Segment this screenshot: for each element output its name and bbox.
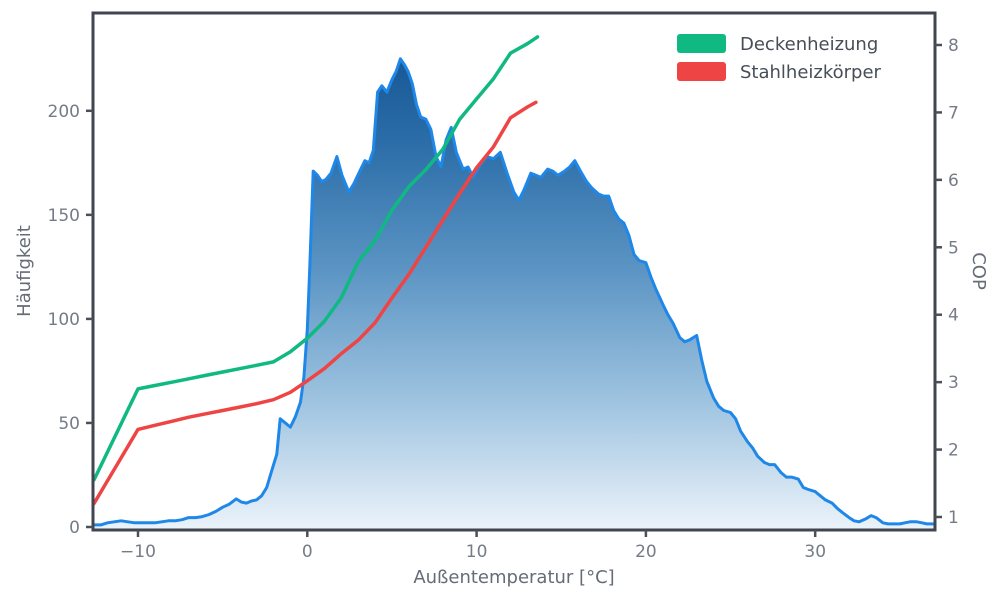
- stahlheizkoerper-cop-line: [93, 100, 538, 506]
- frequency-curve: [93, 57, 935, 527]
- x-tick-label: 0: [302, 542, 313, 562]
- x-tick-label: 20: [635, 542, 657, 562]
- legend-label-deckenheizung: Deckenheizung: [740, 34, 878, 55]
- legend-swatch-stahlheizkoerper: [677, 62, 726, 81]
- legend-swatch-deckenheizung: [677, 34, 726, 53]
- right-tick-label: 7: [948, 103, 959, 123]
- right-y-axis-label: COP: [968, 252, 989, 290]
- legend-label-stahlheizkoerper: Stahlheizkörper: [740, 62, 882, 83]
- left-tick-label: 200: [48, 102, 80, 122]
- right-tick-label: 8: [948, 36, 959, 56]
- x-tick-label: −10: [120, 542, 156, 562]
- x-tick-label: 30: [804, 542, 826, 562]
- tick-marks: −10 0 10 20 30 0 50 100 150 200 1 2 3 4 5 6 7 8: [48, 36, 959, 562]
- x-axis-label: Außentemperatur [°C]: [413, 567, 614, 588]
- right-tick-label: 2: [948, 441, 959, 461]
- right-tick-label: 5: [948, 238, 959, 258]
- left-tick-label: 50: [58, 414, 80, 434]
- left-tick-label: 150: [48, 206, 80, 226]
- right-tick-label: 6: [948, 171, 959, 191]
- right-tick-label: 4: [948, 306, 959, 326]
- left-tick-label: 100: [48, 310, 80, 330]
- right-tick-label: 1: [948, 508, 959, 528]
- left-tick-label: 0: [69, 518, 80, 538]
- x-tick-label: 10: [466, 542, 488, 562]
- legend: Deckenheizung Stahlheizkörper: [677, 34, 882, 83]
- right-tick-label: 3: [948, 373, 959, 393]
- deckenheizung-cop-line: [93, 35, 540, 482]
- axes-border: [91, 11, 937, 532]
- left-y-axis-label: Häufigkeit: [14, 225, 35, 317]
